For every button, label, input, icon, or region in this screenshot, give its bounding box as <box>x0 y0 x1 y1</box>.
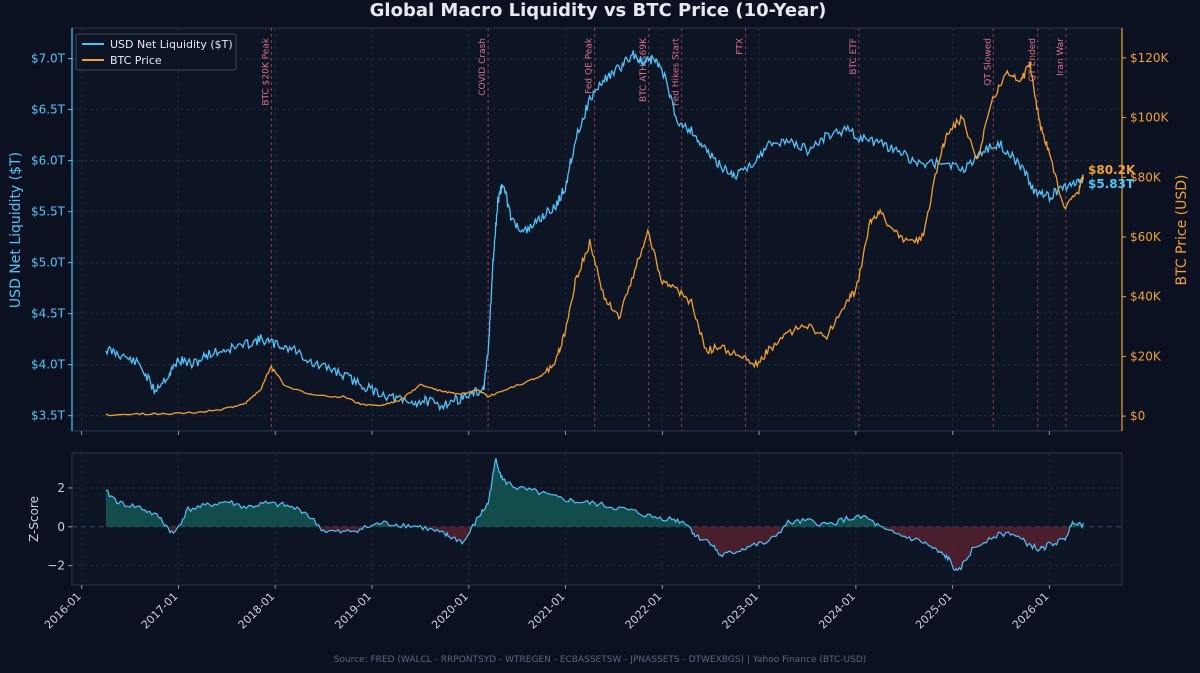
zscore-y-tick-label: 2 <box>57 481 65 495</box>
zscore-line <box>105 458 1084 572</box>
event-label: BTC ATH $69K <box>639 37 649 102</box>
zscore-axis-label: Z-Score <box>27 496 41 542</box>
legend-box <box>75 33 237 71</box>
left-axis-tick-label: $3.5T <box>31 409 66 423</box>
event-label: COVID Crash <box>478 38 488 96</box>
right-axis-label: BTC Price (USD) <box>1174 174 1190 285</box>
right-axis-tick-label: $0 <box>1130 409 1145 423</box>
chart-title: Global Macro Liquidity vs BTC Price (10-… <box>370 0 827 21</box>
right-axis-tick-label: $20K <box>1130 349 1162 363</box>
event-label: FTX <box>736 38 746 55</box>
right-axis-tick-label: $60K <box>1130 230 1162 244</box>
right-axis-tick-label: $100K <box>1130 111 1170 125</box>
event-label: BTC $20K Peak <box>261 37 271 105</box>
left-axis-label: USD Net Liquidity ($T) <box>8 152 24 308</box>
legend: USD Net Liquidity ($T) BTC Price <box>75 33 237 71</box>
left-axis-tick-label: $6.0T <box>31 154 66 168</box>
btc-end-label: $80.2K <box>1088 163 1136 177</box>
event-label: Fed QE Peak <box>585 37 595 94</box>
left-axis-tick-label: $7.0T <box>31 52 66 66</box>
zscore-series <box>105 458 1084 572</box>
source-note: Source: FRED (WALCL - RRPONTSYD - WTREGE… <box>334 655 867 665</box>
left-axis-tick-label: $4.0T <box>31 358 66 372</box>
right-axis-tick-label: $120K <box>1130 51 1170 65</box>
zscore-positive-area <box>105 458 1084 527</box>
event-label: Iran War <box>1056 38 1066 76</box>
right-axis-tick-label: $80K <box>1130 170 1162 184</box>
left-axis-tick-label: $4.5T <box>31 307 66 321</box>
series-lines <box>105 50 1084 417</box>
liquidity-end-label: $5.83T <box>1088 177 1135 191</box>
event-label: BTC ETF <box>849 38 859 75</box>
event-label: QT Ended <box>1028 38 1038 82</box>
btc-line <box>105 61 1084 417</box>
main-plot-area <box>71 27 1123 432</box>
zscore-y-tick-label: −2 <box>47 559 65 573</box>
left-axis-tick-label: $5.5T <box>31 205 66 219</box>
main-gridlines <box>72 28 1122 431</box>
event-label: QT Slowed <box>983 38 993 86</box>
liquidity-line <box>105 50 1084 412</box>
zscore-negative-area <box>105 526 1084 571</box>
left-axis-tick-label: $6.5T <box>31 103 66 117</box>
zscore-y-tick-label: 0 <box>57 520 65 534</box>
left-axis-tick-label: $5.0T <box>31 256 66 270</box>
event-markers: BTC $20K Peak COVID Crash Fed QE Peak BTC A… <box>261 28 1067 431</box>
right-axis-tick-label: $40K <box>1130 290 1162 304</box>
legend-label-btc: BTC Price <box>110 54 162 67</box>
legend-label-liquidity: USD Net Liquidity ($T) <box>110 38 233 51</box>
event-label: Fed Hikes Start <box>672 38 682 106</box>
